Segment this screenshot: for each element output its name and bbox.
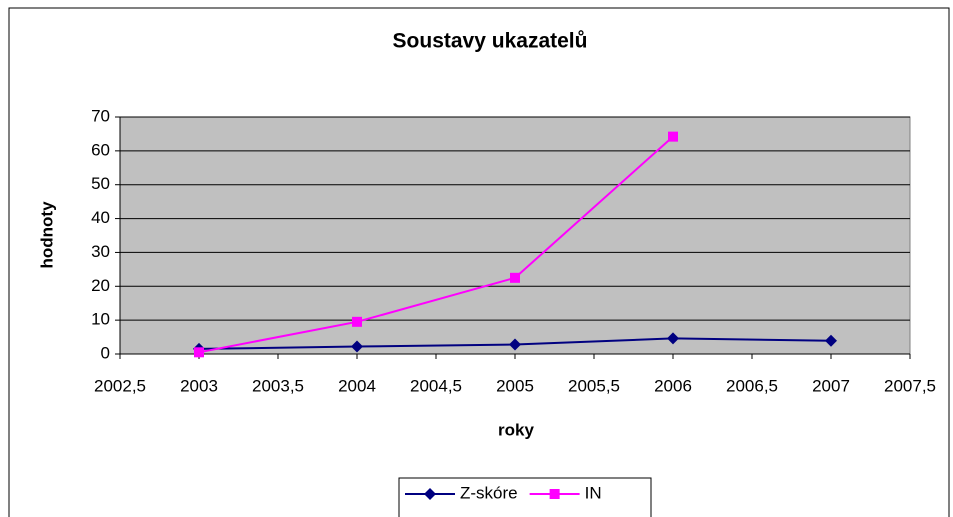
x-tick-label: 2003,5 — [252, 376, 304, 395]
y-tick-label: 40 — [91, 208, 110, 227]
marker — [194, 347, 204, 358]
y-axis-title: hodnoty — [37, 201, 56, 269]
series-line — [198, 135, 674, 354]
x-tick-label: 2007 — [812, 376, 850, 395]
x-tick-label: 2004 — [338, 376, 376, 395]
x-axis-title: roky — [498, 420, 534, 439]
marker — [509, 338, 521, 351]
x-tick-label: 2004,5 — [410, 376, 462, 395]
x-tick-label: 2006,5 — [726, 376, 778, 395]
y-tick-label: 0 — [101, 343, 110, 362]
marker — [667, 332, 679, 345]
y-tick-label: 50 — [91, 174, 110, 193]
y-tick-label: 10 — [91, 310, 110, 329]
marker — [424, 488, 436, 500]
y-tick-label: 60 — [91, 140, 110, 159]
x-tick-label: 2003 — [180, 376, 218, 395]
marker — [668, 131, 678, 142]
marker — [351, 340, 363, 353]
x-tick-label: 2006 — [654, 376, 692, 395]
x-tick-label: 2002,5 — [94, 376, 146, 395]
marker — [352, 316, 362, 327]
legend-label: IN — [585, 483, 602, 502]
x-tick-label: 2005,5 — [568, 376, 620, 395]
marker — [510, 272, 520, 283]
y-tick-label: 30 — [91, 242, 110, 261]
legend — [398, 477, 652, 517]
legend-label: Z-skóre — [460, 483, 518, 502]
plot-area — [119, 116, 911, 355]
marker — [549, 489, 560, 499]
chart-title: Soustavy ukazatelů — [393, 30, 588, 53]
y-tick-label: 20 — [91, 276, 110, 295]
y-tick-label: 70 — [91, 106, 110, 125]
x-tick-label: 2007,5 — [884, 376, 936, 395]
marker — [825, 334, 837, 347]
x-tick-label: 2005 — [496, 376, 534, 395]
